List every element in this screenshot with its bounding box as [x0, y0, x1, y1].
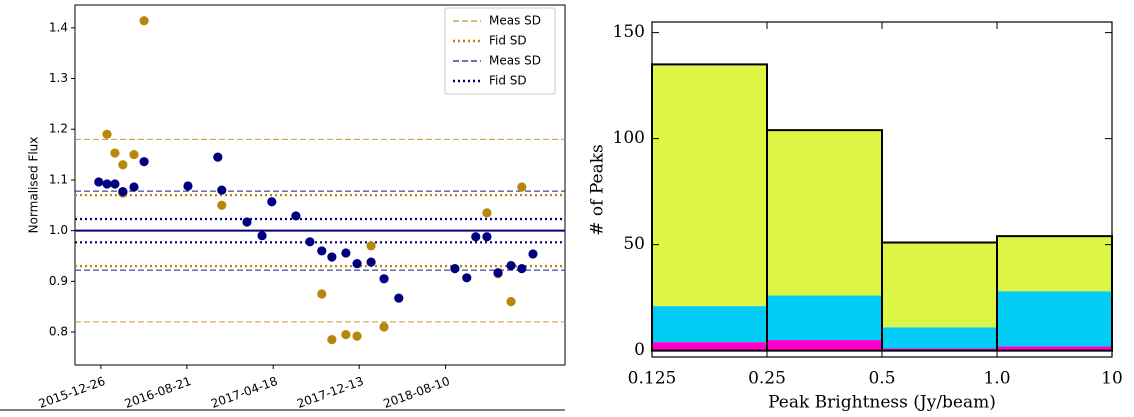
x-tick-label: 10: [1101, 369, 1123, 389]
data-point: [102, 179, 112, 189]
histogram-bar: [997, 346, 1112, 351]
data-point: [110, 148, 120, 158]
y-tick-label: 100: [613, 128, 645, 148]
data-point: [506, 261, 516, 271]
histogram-bar: [767, 340, 882, 351]
histogram-bar: [652, 342, 767, 351]
data-point: [482, 208, 492, 218]
data-point: [94, 177, 104, 187]
histogram-bar: [767, 295, 882, 341]
y-tick-label: 1.1: [49, 172, 68, 186]
data-point: [118, 186, 128, 197]
data-point: [305, 237, 315, 247]
data-point: [327, 252, 337, 262]
x-tick-label: 2015-12-26: [37, 374, 107, 411]
x-tick-label: 0.25: [748, 369, 786, 389]
legend-label: Meas SD: [489, 54, 541, 68]
data-point: [450, 264, 460, 274]
x-tick-label: 2016-08-21: [123, 374, 193, 411]
data-point: [528, 249, 538, 259]
data-point: [217, 200, 227, 210]
data-point: [183, 181, 193, 191]
histogram-bar: [652, 64, 767, 307]
data-point: [317, 246, 327, 256]
data-point: [482, 232, 492, 242]
histogram-bar: [997, 291, 1112, 347]
y-tick-label: 0: [634, 340, 645, 360]
legend-label: Fid SD: [489, 34, 527, 48]
legend-label: Fid SD: [489, 74, 527, 88]
data-point: [352, 258, 362, 269]
data-point: [139, 16, 149, 26]
data-point: [352, 331, 362, 341]
data-point: [242, 217, 252, 227]
left-panel: Normalised Flux 0.8 0.9 1.0 1.1 1.2 1.3 1.4 201…: [0, 4, 566, 411]
histogram-bar: [997, 236, 1112, 292]
x-tick-label: 0.5: [868, 369, 895, 389]
x-tick-label: 1.0: [983, 369, 1010, 389]
data-point: [394, 293, 404, 303]
histogram-bar: [882, 348, 997, 351]
histogram-bar: [882, 242, 997, 328]
histogram-bar: [652, 306, 767, 343]
data-point: [102, 129, 112, 139]
data-point: [317, 289, 327, 299]
data-point: [341, 248, 351, 258]
x-tick-label: 2018-08-10: [381, 374, 451, 411]
data-point: [517, 182, 527, 192]
data-point: [379, 274, 389, 284]
x-tick-label: 2017-12-13: [295, 374, 365, 411]
legend-label: Meas SD: [489, 14, 541, 28]
data-point: [379, 322, 389, 332]
data-point: [517, 264, 527, 274]
right-panel: # of Peaks Peak Brightness (Jy/beam) 0 50…: [588, 21, 1123, 413]
data-point: [217, 185, 227, 195]
legend-box: [444, 7, 556, 95]
data-point: [129, 149, 139, 160]
data-point: [118, 160, 128, 170]
data-point: [213, 152, 223, 162]
data-point: [506, 297, 516, 307]
histogram-bar: [882, 327, 997, 349]
data-point: [471, 232, 481, 242]
y-tick-label: 1.0: [49, 223, 68, 237]
y-tick-label: 1.4: [49, 20, 68, 34]
data-point: [462, 273, 472, 283]
data-point: [341, 329, 351, 340]
data-point: [257, 231, 267, 241]
y-tick-label: 0.8: [49, 325, 68, 339]
data-point: [139, 157, 149, 167]
y-tick-label: 1.3: [49, 71, 68, 85]
y-axis-label: Normalised Flux: [27, 137, 41, 234]
y-tick-label: 0.9: [49, 274, 68, 288]
data-point: [366, 257, 376, 267]
x-axis-label: Peak Brightness (Jy/beam): [768, 393, 996, 413]
data-point: [267, 197, 277, 207]
data-point: [110, 179, 120, 189]
x-tick-label: 0.125: [628, 369, 677, 389]
data-point: [291, 211, 301, 221]
y-tick-label: 150: [613, 22, 645, 42]
data-point: [129, 182, 139, 192]
plot-frame: [74, 4, 566, 366]
x-tick-label: 2017-04-18: [209, 374, 279, 411]
y-tick-label: 1.2: [49, 122, 68, 136]
data-point: [327, 335, 337, 345]
data-point: [366, 241, 376, 251]
histogram-bar: [767, 130, 882, 296]
bar-outline: [766, 129, 883, 352]
y-axis-label: # of Peaks: [588, 144, 608, 235]
data-point: [493, 268, 503, 278]
y-tick-label: 50: [623, 234, 645, 254]
